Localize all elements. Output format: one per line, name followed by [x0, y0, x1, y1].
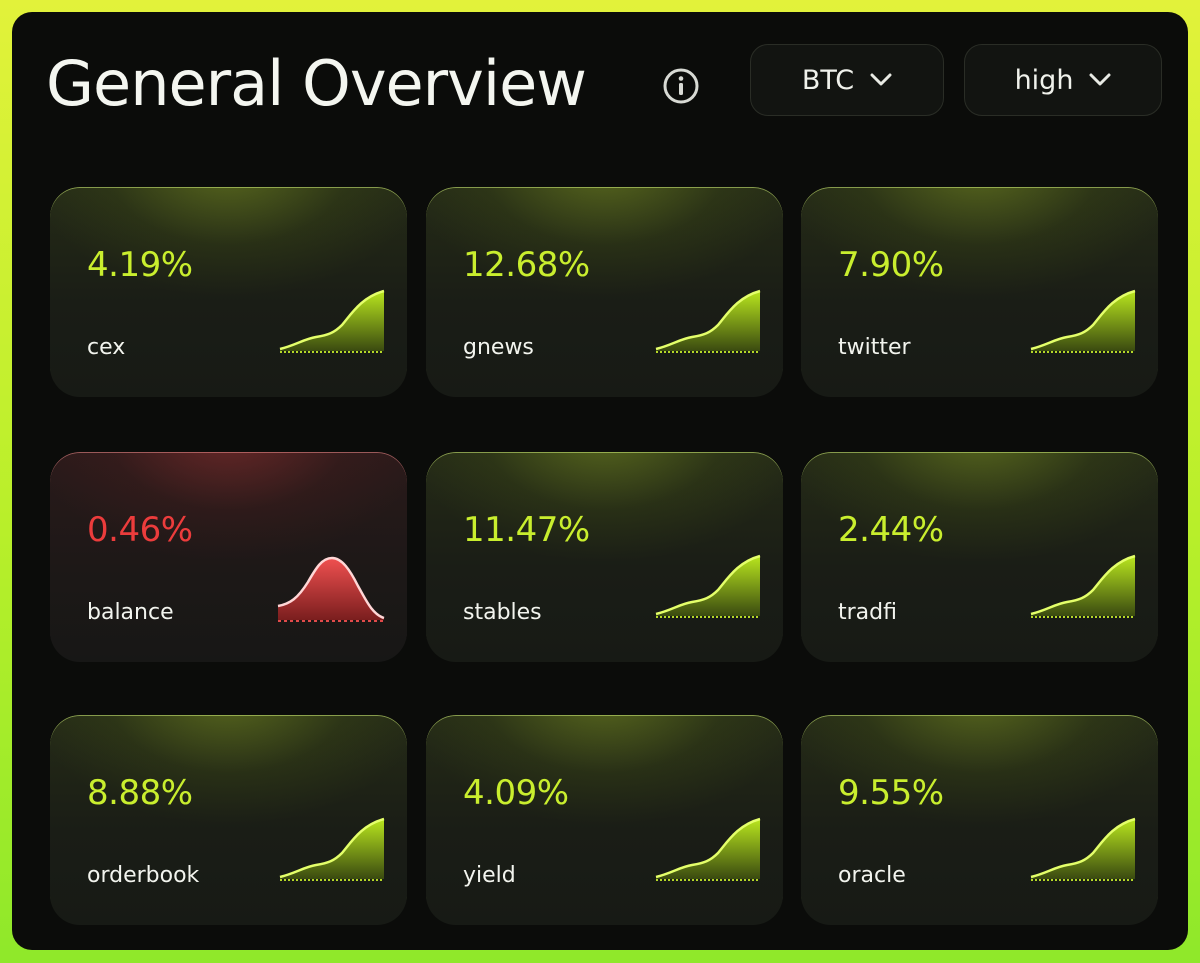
metric-card-stables[interactable]: 11.47% stables — [426, 452, 783, 662]
sparkline-up-chart — [655, 817, 761, 881]
level-dropdown-value: high — [1014, 64, 1074, 96]
metric-label: yield — [463, 863, 516, 888]
sparkline-bell-chart — [277, 556, 385, 622]
sparkline-up-chart — [655, 289, 761, 353]
info-icon[interactable] — [662, 67, 700, 105]
overview-panel: General Overview BTC high 4.19% cex 12.68%… — [12, 12, 1188, 950]
overview-header: General Overview BTC high — [12, 12, 1188, 162]
metric-value: 9.55% — [838, 773, 944, 813]
sparkline-up-chart — [1030, 817, 1136, 881]
sparkline-up-chart — [279, 289, 385, 353]
sparkline-up-chart — [1030, 289, 1136, 353]
metric-label: cex — [87, 335, 126, 360]
level-dropdown[interactable]: high — [964, 44, 1162, 116]
metric-value: 4.19% — [87, 245, 193, 285]
metric-value: 0.46% — [87, 510, 193, 550]
sparkline-up-chart — [279, 817, 385, 881]
metric-card-orderbook[interactable]: 8.88% orderbook — [50, 715, 407, 925]
metric-value: 11.47% — [463, 510, 590, 550]
metric-value: 12.68% — [463, 245, 590, 285]
metric-label: twitter — [838, 335, 911, 360]
metric-label: tradfi — [838, 600, 897, 625]
metric-card-gnews[interactable]: 12.68% gnews — [426, 187, 783, 397]
metric-value: 8.88% — [87, 773, 193, 813]
metric-label: oracle — [838, 863, 906, 888]
metric-card-twitter[interactable]: 7.90% twitter — [801, 187, 1158, 397]
metric-card-balance[interactable]: 0.46% balance — [50, 452, 407, 662]
metric-card-yield[interactable]: 4.09% yield — [426, 715, 783, 925]
chevron-down-icon — [1089, 73, 1111, 86]
asset-dropdown-value: BTC — [801, 64, 855, 96]
metric-value: 4.09% — [463, 773, 569, 813]
sparkline-up-chart — [1030, 554, 1136, 618]
metric-card-tradfi[interactable]: 2.44% tradfi — [801, 452, 1158, 662]
metric-label: balance — [87, 600, 174, 625]
chevron-down-icon — [870, 73, 892, 86]
metric-label: orderbook — [87, 863, 200, 888]
metric-label: gnews — [463, 335, 534, 360]
metric-value: 2.44% — [838, 510, 944, 550]
sparkline-up-chart — [655, 554, 761, 618]
metric-label: stables — [463, 600, 542, 625]
page-title: General Overview — [46, 47, 587, 120]
asset-dropdown[interactable]: BTC — [750, 44, 944, 116]
metric-value: 7.90% — [838, 245, 944, 285]
metric-card-oracle[interactable]: 9.55% oracle — [801, 715, 1158, 925]
metric-card-cex[interactable]: 4.19% cex — [50, 187, 407, 397]
